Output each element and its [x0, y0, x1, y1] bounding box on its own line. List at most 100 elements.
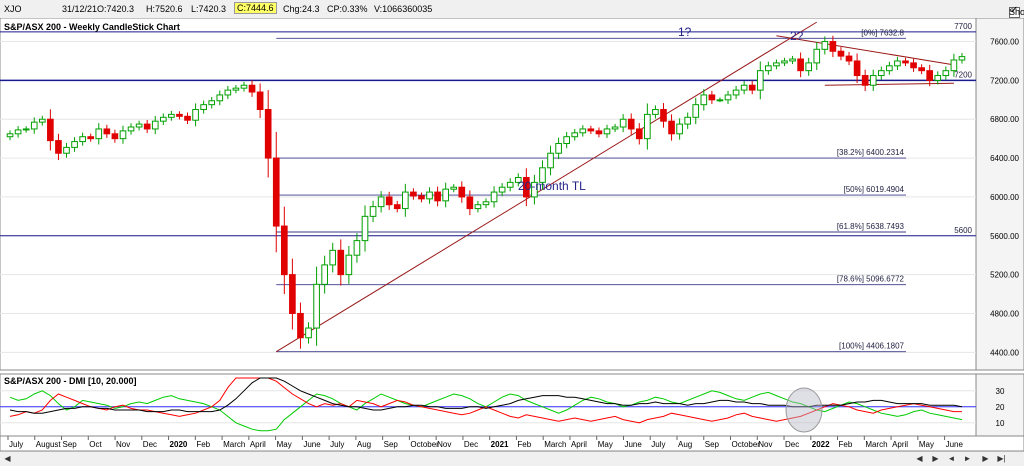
price-panel: 7700 7200 5600 [0%] 7632.8 [38.2%] 6400.231…: [0, 18, 1024, 371]
candle-body: [103, 128, 111, 135]
dmi-panel: 10 20 30 S&P/ASX 200 - DMI [10, 20.000]: [0, 373, 1024, 437]
candle-body: [579, 128, 587, 134]
open-value: O:7420.3: [97, 4, 135, 14]
candle-body: [216, 94, 224, 102]
time-tick-label: June: [946, 440, 964, 449]
price-panel-frame: [0, 18, 977, 371]
price-tick-label: 5600.00: [990, 232, 1019, 241]
candle-body: [410, 191, 417, 197]
candle-body: [587, 128, 595, 132]
candle-body: [6, 133, 14, 138]
candle-body: [821, 41, 829, 50]
candle-body: [490, 191, 498, 203]
dmi-lines: [9, 377, 963, 432]
change-percent-value: CP:0.33%: [327, 4, 368, 14]
candle-body: [168, 113, 175, 118]
candle-body: [337, 249, 345, 276]
candle-body: [708, 94, 716, 101]
annotation-trendline-label: 20-month TL: [518, 179, 586, 193]
candle-body: [595, 130, 603, 135]
scroll-back-icon[interactable]: ◄: [947, 454, 956, 463]
candle-body: [426, 191, 433, 200]
candle-body: [668, 120, 675, 135]
chart-canvas[interactable]: 7700 7200 5600 [0%] 7632.8 [38.2%] 6400.231…: [0, 18, 1024, 451]
candle-body: [571, 132, 579, 138]
candle-body: [724, 94, 732, 101]
price-axis-area: [975, 18, 1024, 371]
dmi-tick-label: 20: [996, 403, 1005, 412]
candle-body: [853, 60, 861, 77]
scroll-end-icon[interactable]: ▶|: [997, 454, 1006, 463]
dmi-chart-title: S&P/ASX 200 - DMI [10, 20.000]: [4, 376, 137, 386]
zoom-in-icon[interactable]: ▶: [932, 454, 939, 463]
candle-body: [523, 177, 530, 198]
time-tick-label: Feb: [196, 440, 210, 449]
low-value: L:7420.3: [191, 4, 227, 14]
candle-body: [79, 136, 86, 143]
time-axis: July August Sep Oct Nov Dec 2020 Feb March April M…: [0, 435, 1024, 451]
fib-level-label: [0%] 7632.8: [861, 28, 904, 37]
candle-body: [224, 89, 232, 96]
key-level-label: 5600: [954, 226, 972, 235]
time-tick-label: July: [330, 440, 344, 449]
scroll-left-icon[interactable]: ◀: [4, 454, 11, 463]
dmi-gridlines: [0, 390, 976, 424]
candle-body: [902, 60, 909, 64]
zoom-out-icon[interactable]: ◀: [916, 454, 923, 463]
scroll-right-icon[interactable]: ▶: [982, 454, 989, 463]
time-tick-label: June: [624, 440, 642, 449]
annotation-peak-1: 1?: [678, 25, 692, 39]
candle-body: [869, 75, 877, 86]
close-value: C:7444.6: [234, 2, 277, 14]
candle-body: [87, 136, 95, 140]
candle-body: [264, 109, 272, 159]
dmi-highlight-ellipse: [785, 387, 823, 433]
candle-body: [466, 196, 474, 210]
candle-body: [111, 133, 119, 140]
candle-body: [498, 186, 506, 193]
time-tick-label: Dec: [464, 440, 478, 449]
candle-body: [176, 113, 183, 117]
price-tick-label: 6000.00: [990, 193, 1019, 202]
dmi-axis-ticks: 10 20 30: [996, 387, 1005, 428]
candle-body: [345, 254, 353, 276]
time-tick-label: October: [410, 440, 439, 449]
candle-body: [894, 60, 901, 67]
candle-body: [369, 206, 377, 217]
show-last-toggle[interactable]: Show Last: [1009, 3, 1024, 18]
candle-body: [38, 118, 46, 123]
time-tick-label: July: [651, 440, 665, 449]
candle-body: [248, 84, 256, 93]
candle-body: [603, 128, 611, 135]
time-tick-label: Aug: [678, 440, 692, 449]
candle-body: [208, 100, 216, 106]
annotation-peak-2: 2?: [790, 29, 804, 43]
price-axis-ticks: 4400.00 4800.00 5200.00 5600.00 6000.00 6400.…: [990, 38, 1019, 358]
uptrend-line: [275, 21, 818, 353]
candle-body: [773, 62, 780, 67]
candle-body: [289, 274, 296, 314]
candle-body: [232, 87, 240, 91]
candle-body: [926, 70, 934, 81]
candle-body: [886, 65, 893, 72]
candle-body: [700, 94, 708, 106]
key-level-label: 7700: [954, 22, 972, 31]
candle-body: [514, 177, 522, 183]
volume-value: V:1066360035: [374, 4, 433, 14]
candle-body: [619, 118, 627, 128]
candle-body: [627, 118, 635, 130]
time-tick-label: Oct: [89, 440, 102, 449]
time-tick-label: October: [732, 440, 761, 449]
candle-body: [272, 157, 280, 227]
candle-body: [684, 116, 692, 125]
candle-body: [377, 196, 385, 208]
candle-body: [297, 312, 304, 339]
candle-body: [781, 60, 788, 64]
scroll-forward-icon[interactable]: ►: [963, 454, 972, 463]
price-tick-label: 6400.00: [990, 154, 1019, 163]
candle-body: [861, 75, 869, 86]
candle-body: [740, 84, 748, 91]
candle-body: [910, 62, 917, 69]
candle-body: [442, 188, 449, 202]
chart-scrollbar[interactable]: ◀ ◀ ▶ ◄ ► ▶ ▶|: [0, 451, 1024, 466]
